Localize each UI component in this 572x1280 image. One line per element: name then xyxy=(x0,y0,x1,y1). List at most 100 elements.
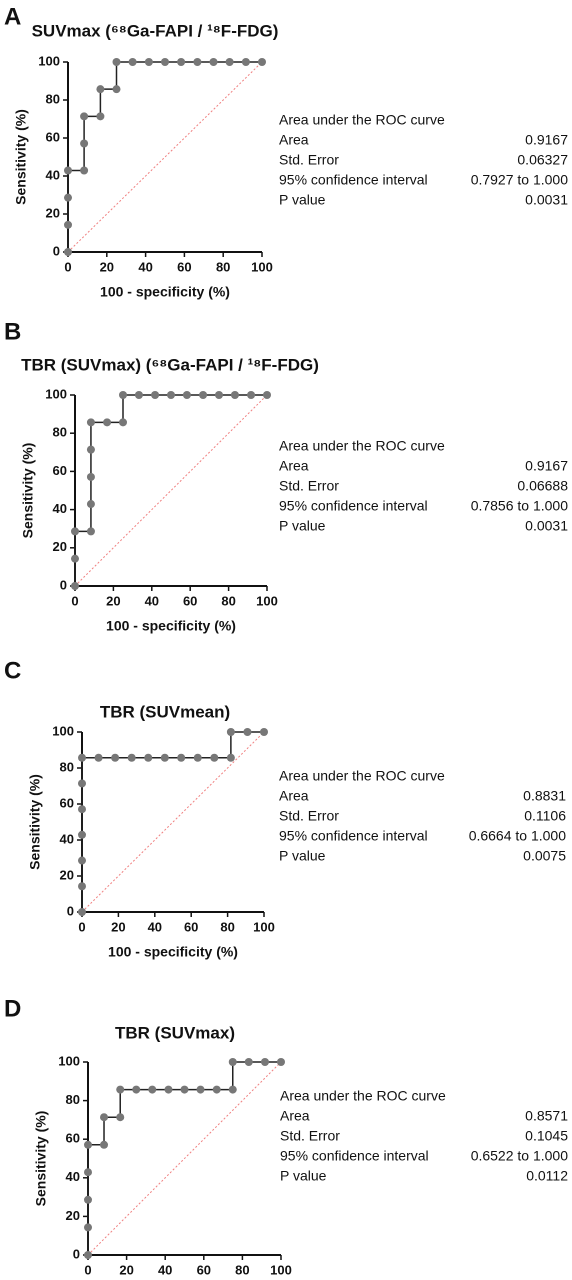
roc-point xyxy=(78,779,86,788)
roc-point xyxy=(71,554,79,563)
x-tick-label: 40 xyxy=(158,1262,172,1277)
y-tick-label: 0 xyxy=(60,577,67,592)
roc-point xyxy=(196,1085,205,1094)
roc-point xyxy=(84,1223,92,1232)
roc-point xyxy=(96,85,105,94)
roc-point xyxy=(128,58,137,66)
y-tick-label: 100 xyxy=(45,386,67,401)
stats-value: 0.7927 to 1.000 xyxy=(471,172,569,188)
roc-point xyxy=(247,391,256,399)
chart-title: TBR (SUVmean) xyxy=(100,702,230,721)
roc-point xyxy=(84,1195,92,1204)
y-axis-label: Sensitivity (%) xyxy=(33,1111,49,1207)
y-tick-label: 60 xyxy=(66,1131,80,1146)
roc-point xyxy=(161,58,169,66)
stats-title: Area under the ROC curve xyxy=(279,438,445,454)
stats-value: 0.0075 xyxy=(523,848,566,864)
roc-point xyxy=(86,418,95,427)
x-tick-label: 0 xyxy=(78,919,85,934)
y-tick-label: 100 xyxy=(38,53,60,68)
x-tick-label: 100 xyxy=(253,919,275,934)
stats-value: 0.6664 to 1.000 xyxy=(469,828,567,844)
roc-point xyxy=(241,58,250,66)
roc-point xyxy=(112,85,121,94)
roc-point xyxy=(132,1085,141,1094)
stats-value: 0.9167 xyxy=(525,132,568,148)
roc-point xyxy=(84,1140,92,1149)
x-tick-label: 100 xyxy=(270,1262,292,1277)
roc-point xyxy=(80,112,89,121)
stats-label: P value xyxy=(279,848,326,864)
stats-label: Std. Error xyxy=(279,478,339,494)
stats-label: Area xyxy=(279,458,309,474)
y-tick-label: 20 xyxy=(53,539,67,554)
x-tick-label: 80 xyxy=(216,259,230,274)
roc-point xyxy=(263,391,271,399)
roc-point xyxy=(177,753,186,762)
roc-point xyxy=(177,58,186,66)
roc-point xyxy=(112,58,121,66)
roc-point xyxy=(209,58,218,66)
roc-point xyxy=(116,1085,125,1094)
roc-point xyxy=(119,418,127,427)
roc-point xyxy=(244,1058,253,1066)
x-tick-label: 80 xyxy=(221,593,235,608)
stats-value: 0.8571 xyxy=(525,1108,568,1124)
x-axis-label: 100 - specificity (%) xyxy=(100,284,230,300)
roc-point xyxy=(78,753,86,762)
y-tick-label: 100 xyxy=(52,723,74,738)
panel-label: C xyxy=(4,657,21,684)
y-tick-label: 40 xyxy=(60,831,74,846)
y-tick-label: 20 xyxy=(46,205,60,220)
y-tick-label: 40 xyxy=(66,1169,80,1184)
chart-title: TBR (SUVmax) (⁶⁸Ga-FAPI / ¹⁸F-FDG) xyxy=(21,355,319,374)
roc-point xyxy=(84,1168,92,1177)
roc-point xyxy=(71,527,79,536)
roc-point xyxy=(78,882,86,891)
roc-point xyxy=(144,58,153,66)
stats-title: Area under the ROC curve xyxy=(280,1088,446,1104)
roc-point xyxy=(86,472,95,481)
roc-point xyxy=(78,856,86,865)
y-axis-label: Sensitivity (%) xyxy=(27,774,43,870)
stats-title: Area under the ROC curve xyxy=(279,768,445,784)
stats-value: 0.9167 xyxy=(525,458,568,474)
roc-point xyxy=(64,166,72,175)
x-tick-label: 100 xyxy=(251,259,273,274)
stats-label: 95% confidence interval xyxy=(279,828,428,844)
stats-value: 0.6522 to 1.000 xyxy=(471,1148,569,1164)
roc-point xyxy=(167,391,175,399)
y-tick-label: 20 xyxy=(60,867,74,882)
reference-line xyxy=(81,731,265,913)
x-tick-label: 60 xyxy=(177,259,191,274)
x-tick-label: 0 xyxy=(64,259,71,274)
panel-label: B xyxy=(4,318,21,345)
reference-line xyxy=(87,1061,282,1256)
stats-value: 0.7856 to 1.000 xyxy=(471,498,569,514)
roc-point xyxy=(116,1113,125,1122)
roc-point xyxy=(103,418,112,427)
roc-point xyxy=(160,753,169,762)
stats-label: 95% confidence interval xyxy=(280,1148,429,1164)
x-tick-label: 100 xyxy=(256,593,278,608)
stats-value: 0.0031 xyxy=(525,192,568,208)
y-tick-label: 100 xyxy=(58,1053,80,1068)
y-tick-label: 0 xyxy=(53,243,60,258)
roc-point xyxy=(164,1085,173,1094)
reference-line xyxy=(74,394,268,587)
roc-point xyxy=(148,1085,157,1094)
x-tick-label: 60 xyxy=(184,919,198,934)
y-tick-label: 60 xyxy=(60,795,74,810)
x-tick-label: 20 xyxy=(111,919,125,934)
x-tick-label: 80 xyxy=(220,919,234,934)
stats-value: 0.8831 xyxy=(523,788,566,804)
roc-point xyxy=(100,1113,109,1122)
roc-point xyxy=(193,58,202,66)
y-tick-label: 20 xyxy=(66,1208,80,1223)
roc-point xyxy=(111,753,120,762)
stats-label: Std. Error xyxy=(279,152,339,168)
roc-point xyxy=(210,753,219,762)
roc-point xyxy=(78,830,86,839)
x-tick-label: 40 xyxy=(145,593,159,608)
